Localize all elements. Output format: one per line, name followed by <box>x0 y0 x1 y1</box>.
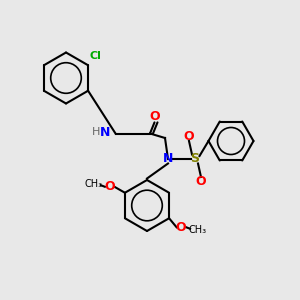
Text: O: O <box>105 180 115 193</box>
Text: N: N <box>100 125 110 139</box>
Text: S: S <box>190 152 200 166</box>
Text: Cl: Cl <box>90 51 101 61</box>
Text: CH₃: CH₃ <box>84 179 103 189</box>
Text: CH₃: CH₃ <box>188 225 207 235</box>
Text: H: H <box>92 127 100 137</box>
Text: O: O <box>196 175 206 188</box>
Text: O: O <box>149 110 160 124</box>
Text: O: O <box>176 221 186 234</box>
Text: O: O <box>184 130 194 143</box>
Text: N: N <box>163 152 173 166</box>
